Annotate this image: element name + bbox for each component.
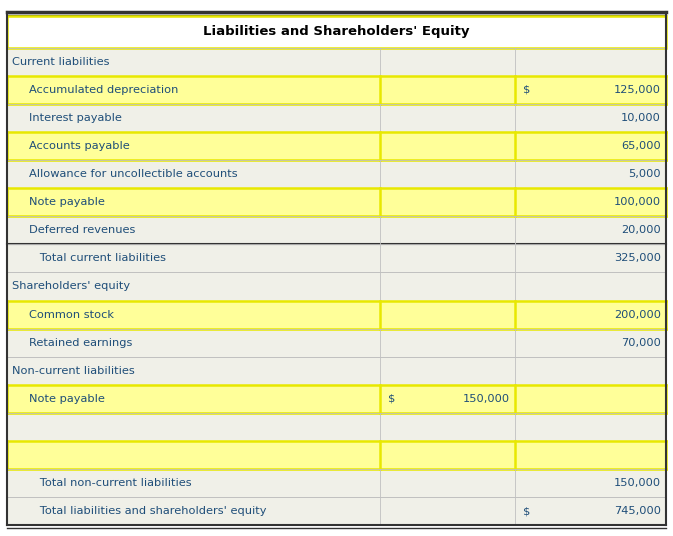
Bar <box>7 216 666 244</box>
Text: Total liabilities and shareholders' equity: Total liabilities and shareholders' equi… <box>29 506 267 516</box>
Text: Retained earnings: Retained earnings <box>29 338 133 348</box>
Bar <box>7 188 666 216</box>
Text: 325,000: 325,000 <box>614 254 661 263</box>
Text: $: $ <box>523 506 530 516</box>
Text: $: $ <box>388 394 396 404</box>
Bar <box>7 469 666 497</box>
Text: 200,000: 200,000 <box>614 310 661 319</box>
Bar <box>7 244 666 272</box>
Text: 10,000: 10,000 <box>621 113 661 123</box>
Bar <box>7 301 666 329</box>
Text: Current liabilities: Current liabilities <box>12 57 110 66</box>
Text: Allowance for uncollectible accounts: Allowance for uncollectible accounts <box>29 169 238 179</box>
Bar <box>7 132 666 160</box>
Text: 20,000: 20,000 <box>621 225 661 235</box>
Text: 70,000: 70,000 <box>621 338 661 348</box>
Text: Shareholders' equity: Shareholders' equity <box>12 281 131 292</box>
Bar <box>7 413 666 441</box>
Text: Note payable: Note payable <box>29 394 105 404</box>
Text: Accounts payable: Accounts payable <box>29 141 130 151</box>
Text: 100,000: 100,000 <box>614 197 661 207</box>
Text: 150,000: 150,000 <box>614 478 661 488</box>
Text: 5,000: 5,000 <box>629 169 661 179</box>
Text: Common stock: Common stock <box>29 310 114 319</box>
Text: Total non-current liabilities: Total non-current liabilities <box>29 478 192 488</box>
Bar <box>7 385 666 413</box>
Text: Note payable: Note payable <box>29 197 105 207</box>
Text: 150,000: 150,000 <box>462 394 509 404</box>
Bar <box>7 160 666 188</box>
Bar <box>7 48 666 76</box>
Text: 125,000: 125,000 <box>614 85 661 95</box>
Bar <box>7 356 666 385</box>
Bar <box>7 272 666 301</box>
Text: $: $ <box>523 85 530 95</box>
Text: Total current liabilities: Total current liabilities <box>29 254 166 263</box>
Bar <box>7 104 666 132</box>
Bar <box>7 16 666 48</box>
Text: Non-current liabilities: Non-current liabilities <box>12 366 135 376</box>
Text: 65,000: 65,000 <box>621 141 661 151</box>
Text: Accumulated depreciation: Accumulated depreciation <box>29 85 178 95</box>
Bar <box>7 441 666 469</box>
Bar <box>7 76 666 104</box>
Text: Deferred revenues: Deferred revenues <box>29 225 135 235</box>
Bar <box>7 329 666 356</box>
Bar <box>7 497 666 525</box>
Text: 745,000: 745,000 <box>614 506 661 516</box>
Text: Interest payable: Interest payable <box>29 113 122 123</box>
Text: Liabilities and Shareholders' Equity: Liabilities and Shareholders' Equity <box>203 25 470 39</box>
